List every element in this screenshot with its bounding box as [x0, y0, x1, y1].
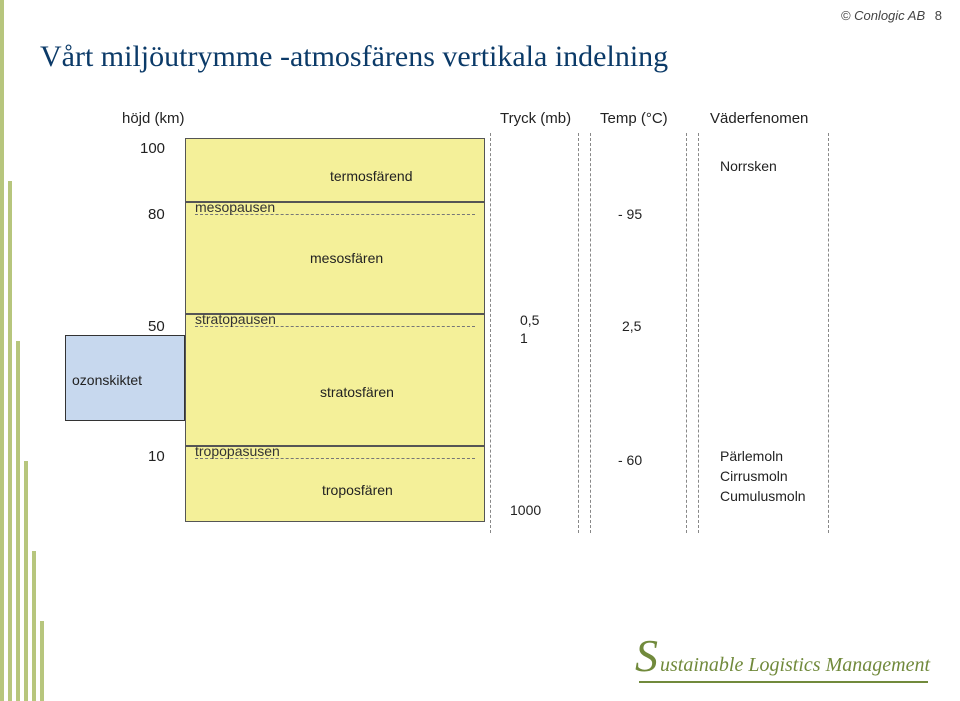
copyright-text: © Conlogic AB [841, 8, 925, 23]
pause-stratopausen: stratopausen [195, 326, 475, 343]
label-troposfaren: troposfären [322, 482, 393, 498]
pressure-1: 1 [520, 330, 528, 346]
col-header-weather: Väderfenomen [710, 110, 808, 127]
label-mesopausen: mesopausen [195, 199, 275, 215]
ozon-label: ozonskiktet [72, 372, 142, 388]
ozon-box: ozonskiktet [65, 335, 185, 421]
altitude-50: 50 [148, 318, 165, 335]
weather-cirrusmoln: Cirrusmoln [720, 468, 788, 484]
dash-col [828, 133, 829, 533]
altitude-100: 100 [140, 140, 165, 157]
page-number: 8 [935, 8, 942, 23]
temp-tropo: - 60 [618, 452, 642, 468]
col-header-height: höjd (km) [122, 110, 185, 127]
altitude-10: 10 [148, 448, 165, 465]
label-tropopausen: tropopasusen [195, 443, 280, 459]
slide-page: © Conlogic AB 8 Vårt miljöutrymme -atmos… [0, 0, 960, 701]
weather-cumulusmoln: Cumulusmoln [720, 488, 806, 504]
weather-norrsken: Norrsken [720, 158, 777, 174]
dash-col [578, 133, 579, 533]
col-header-pressure: Tryck (mb) [500, 110, 571, 127]
dash-col [686, 133, 687, 533]
pressure-05: 0,5 [520, 312, 539, 328]
page-title: Vårt miljöutrymme -atmosfärens vertikala… [40, 40, 668, 74]
altitude-80: 80 [148, 206, 165, 223]
dash-col [490, 133, 491, 533]
brand-underline [639, 681, 928, 683]
pause-mesopausen: mesopausen [195, 214, 475, 231]
brand-s: S [635, 633, 658, 679]
label-mesosfaren: mesosfären [310, 250, 383, 266]
col-header-temp: Temp (°C) [600, 110, 668, 127]
dash-col [590, 133, 591, 533]
dash-col [698, 133, 699, 533]
decorative-stripes [0, 0, 46, 701]
label-stratosfaren: stratosfären [320, 384, 394, 400]
pause-tropopausen: tropopasusen [195, 458, 475, 475]
label-stratopausen: stratopausen [195, 311, 276, 327]
temp-meso: - 95 [618, 206, 642, 222]
copyright-header: © Conlogic AB 8 [841, 8, 942, 23]
weather-parlemoln: Pärlemoln [720, 448, 783, 464]
label-termosfaren: termosfärend [330, 168, 412, 184]
brand-logo: S ustainable Logistics Management [635, 633, 930, 679]
temp-strato: 2,5 [622, 318, 641, 334]
pressure-1000: 1000 [510, 502, 541, 518]
brand-rest: ustainable Logistics Management [660, 654, 930, 677]
